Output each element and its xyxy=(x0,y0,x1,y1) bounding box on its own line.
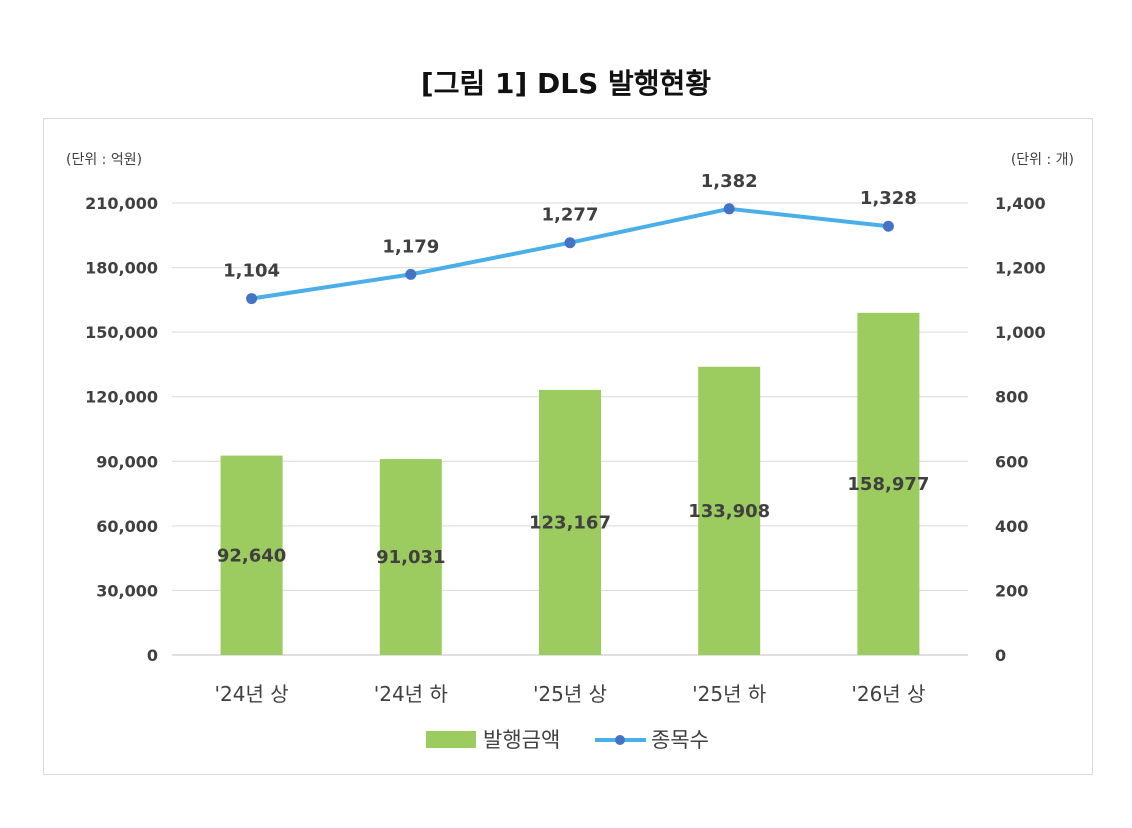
bar-value-label: 133,908 xyxy=(688,501,770,522)
legend-bar-swatch xyxy=(426,731,476,748)
x-category-label: '26년 상 xyxy=(851,682,925,706)
y-left-tick-label: 0 xyxy=(147,646,158,665)
bar xyxy=(379,459,442,655)
line-value-label: 1,104 xyxy=(223,261,280,282)
y-left-tick-label: 30,000 xyxy=(96,581,158,600)
bar xyxy=(857,312,920,655)
x-category-label: '24년 상 xyxy=(215,682,289,706)
page-title: [그림 1] DLS 발행현황 xyxy=(420,67,712,100)
bar-value-label: 123,167 xyxy=(529,512,611,533)
y-left-tick-label: 210,000 xyxy=(85,194,158,213)
x-category-label: '25년 하 xyxy=(692,682,766,706)
y-left-unit-label: (단위 : 억원) xyxy=(66,152,142,168)
y-right-unit-label: (단위 : 개) xyxy=(1011,152,1074,168)
line-value-label: 1,179 xyxy=(382,236,439,257)
line-point xyxy=(564,237,576,249)
y-right-tick-label: 1,200 xyxy=(995,259,1046,278)
line-value-label: 1,328 xyxy=(860,188,917,209)
x-category-label: '25년 상 xyxy=(533,682,607,706)
y-left-tick-label: 120,000 xyxy=(85,388,158,407)
y-right-tick-label: 1,000 xyxy=(995,323,1046,342)
y-right-tick-label: 200 xyxy=(995,581,1028,600)
bar-value-label: 158,977 xyxy=(847,474,929,495)
bar xyxy=(220,455,283,655)
bar xyxy=(539,389,601,655)
y-left-tick-label: 60,000 xyxy=(96,517,158,536)
line-point xyxy=(882,220,894,232)
bar xyxy=(698,366,761,655)
y-right-tick-label: 800 xyxy=(995,388,1028,407)
line-point xyxy=(723,203,735,215)
y-left-tick-label: 90,000 xyxy=(96,452,158,471)
line-value-label: 1,382 xyxy=(701,171,758,192)
bar-value-label: 91,031 xyxy=(376,547,445,568)
y-left-tick-label: 180,000 xyxy=(85,259,158,278)
chart-frame xyxy=(43,118,1093,775)
y-right-tick-label: 1,400 xyxy=(995,194,1046,213)
legend-line-marker xyxy=(615,735,625,745)
y-right-tick-label: 400 xyxy=(995,517,1028,536)
legend-bar-label: 발행금액 xyxy=(483,728,560,752)
x-category-label: '24년 하 xyxy=(374,682,448,706)
line-value-label: 1,277 xyxy=(542,205,599,226)
y-left-tick-label: 150,000 xyxy=(85,323,158,342)
bar-value-label: 92,640 xyxy=(217,545,286,566)
line-point xyxy=(246,293,258,305)
line-point xyxy=(405,268,417,280)
y-right-tick-label: 600 xyxy=(995,452,1028,471)
legend-line-label: 종목수 xyxy=(651,728,709,752)
y-right-tick-label: 0 xyxy=(995,646,1006,665)
